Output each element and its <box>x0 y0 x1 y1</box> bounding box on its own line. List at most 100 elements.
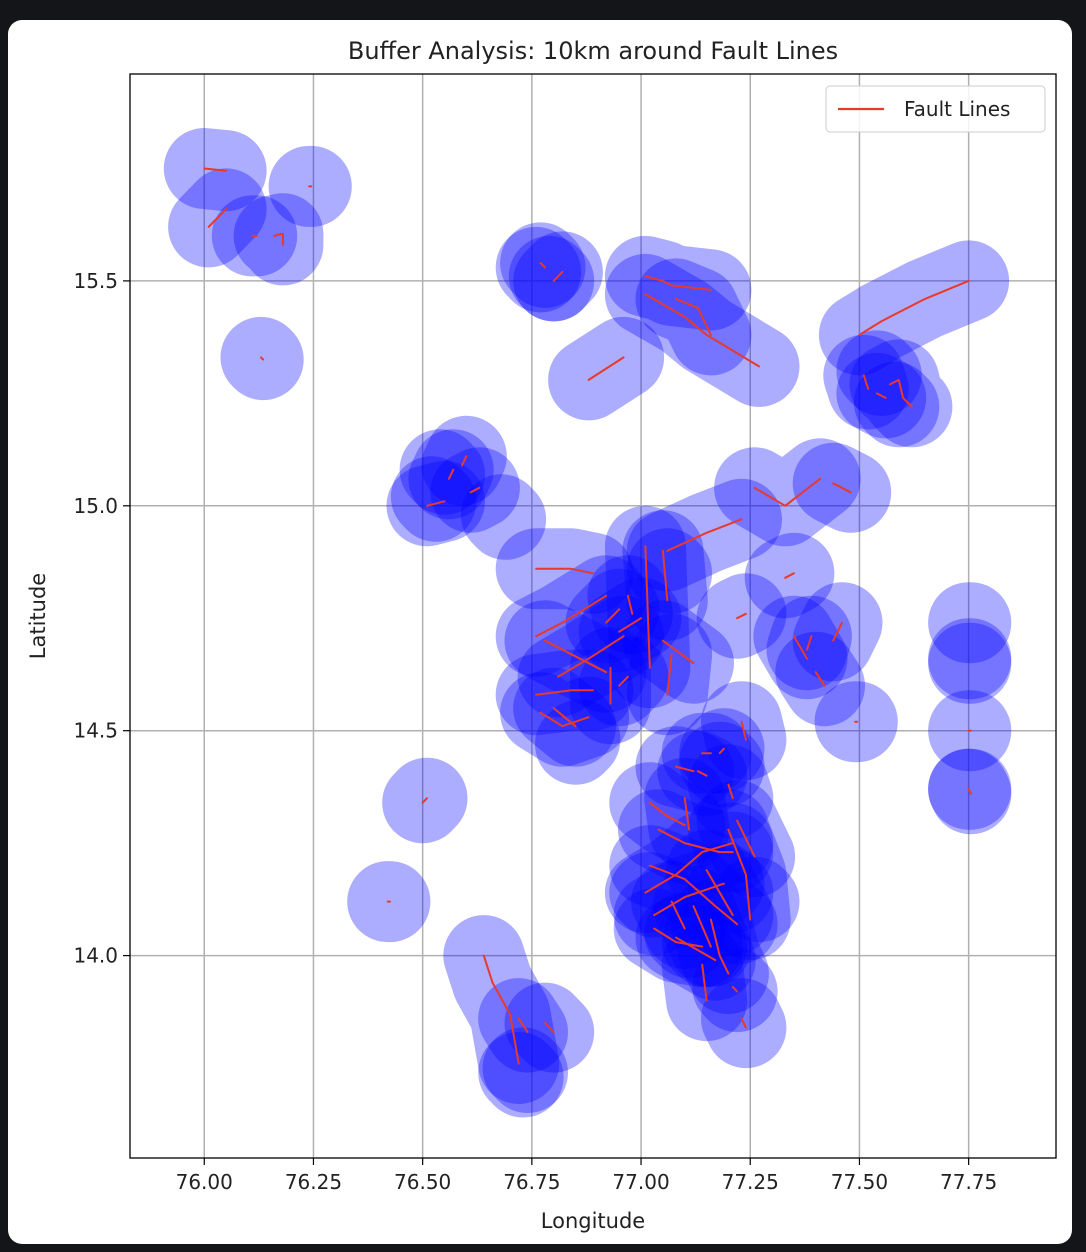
y-axis-label: Latitude <box>26 573 50 659</box>
fault-line <box>967 788 972 795</box>
fault-line <box>552 270 564 282</box>
fault-line <box>740 1017 747 1029</box>
buffer-zone <box>853 361 940 448</box>
fault-line <box>718 747 725 755</box>
plot-area <box>130 74 1056 1158</box>
buffer-zone <box>460 474 547 560</box>
fault-line <box>696 770 708 777</box>
buffer-zone <box>836 330 922 416</box>
y-tick-label: 15.5 <box>73 269 118 293</box>
fault-line <box>539 711 590 728</box>
buffer-zone <box>661 901 748 988</box>
fault-line <box>675 936 717 962</box>
fault-line <box>644 842 734 894</box>
plot-frame <box>129 73 1057 1159</box>
fault-line <box>736 612 747 620</box>
fault-line <box>740 720 747 741</box>
fault-line <box>858 279 970 336</box>
fault-line <box>666 518 743 552</box>
x-tick-label: 77.00 <box>612 1170 669 1194</box>
fault-line <box>618 675 629 687</box>
legend-label: Fault Lines <box>904 97 1010 121</box>
fault-line <box>644 275 712 291</box>
fault-line <box>875 392 887 399</box>
x-tick-label: 76.50 <box>394 1170 451 1194</box>
buffer-zone <box>508 235 595 322</box>
buffer-zone <box>626 528 713 614</box>
fault-line <box>692 905 712 948</box>
fault-line <box>644 293 760 368</box>
fault-line <box>814 671 826 687</box>
fault-line <box>535 689 594 696</box>
legend-box <box>825 85 1046 133</box>
fault-line <box>207 207 228 228</box>
y-tick-label: 14.5 <box>73 719 118 743</box>
fault-line <box>666 653 673 696</box>
fault-line <box>469 486 481 494</box>
buffer-zone <box>644 892 730 979</box>
fault-line <box>889 378 913 408</box>
x-tick-label: 76.75 <box>503 1170 560 1194</box>
fault-line <box>626 594 634 615</box>
fault-line <box>670 900 686 930</box>
fault-line <box>862 374 870 390</box>
fault-line <box>792 635 808 660</box>
fault-line <box>421 797 428 804</box>
fault-line <box>426 500 446 507</box>
fault-line <box>727 828 752 921</box>
fault-line <box>832 482 852 494</box>
fault-line <box>675 297 712 336</box>
fault-line <box>709 918 730 975</box>
fault-line <box>535 594 608 638</box>
fault-line <box>753 477 822 507</box>
fault-line <box>653 882 725 917</box>
buffer-zone <box>535 699 621 785</box>
x-tick-label: 76.00 <box>176 1170 233 1194</box>
fault-line <box>661 639 695 665</box>
fault-line <box>644 545 651 669</box>
fault-line <box>535 567 594 575</box>
buffer-zone <box>679 721 765 808</box>
fault-line <box>587 356 625 381</box>
fault-line <box>539 261 546 269</box>
fault-line <box>552 707 577 728</box>
buffer-zone <box>609 852 695 938</box>
fault-line <box>447 468 455 480</box>
fault-line <box>675 765 695 773</box>
fault-line <box>653 927 704 948</box>
fault-line <box>683 797 691 831</box>
fault-line <box>203 167 228 172</box>
buffer-zone <box>478 1032 564 1118</box>
fault-line <box>736 819 756 858</box>
fault-line <box>648 864 739 926</box>
fault-line <box>806 635 813 651</box>
fault-line <box>605 608 621 624</box>
axis-ticks: 76.00 76.25 76.50 76.75 77.00 77.25 77.50 77.75… <box>73 269 997 1194</box>
buffer-zone <box>687 847 774 934</box>
buffer-zone <box>714 856 800 943</box>
chart-svg: Buffer Analysis: 10km around Fault Lines… <box>26 37 1057 1233</box>
fault-line <box>832 621 843 642</box>
fault-line <box>731 986 739 993</box>
fault-line <box>260 356 265 361</box>
x-tick-label: 77.25 <box>722 1170 779 1194</box>
buffer-zone <box>818 240 1010 376</box>
fault-line <box>557 635 625 678</box>
fault-line <box>657 828 734 854</box>
y-tick-label: 15.0 <box>73 494 118 518</box>
buffer-zone <box>495 226 582 313</box>
fault-line <box>482 954 520 1065</box>
fault-line <box>661 549 669 602</box>
x-tick-label: 76.25 <box>285 1170 342 1194</box>
fault-line <box>727 783 734 800</box>
buffer-zone <box>635 258 752 376</box>
grid-lines <box>130 74 1056 1158</box>
fault-line <box>701 963 708 1002</box>
x-tick-label: 77.50 <box>831 1170 888 1194</box>
fault-line <box>544 1022 555 1034</box>
buffer-zone <box>390 456 477 542</box>
fault-lines <box>203 167 972 1065</box>
x-axis-label: Longitude <box>541 1209 645 1233</box>
y-tick-label: 14.0 <box>73 944 118 968</box>
fault-line <box>784 572 795 579</box>
